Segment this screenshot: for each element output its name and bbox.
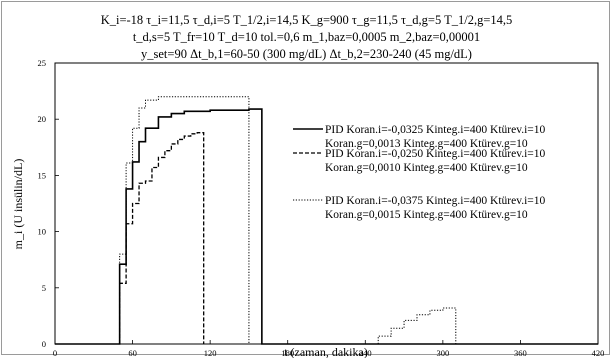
y-tick-label: 10 <box>38 227 47 237</box>
x-tick-label: 300 <box>436 348 449 358</box>
axis-ticks: 0 60 120 180 240 300 360 420 0 5 10 15 20 25 <box>38 58 605 358</box>
legend-label-2-line2: Koran.g=0,0010 Kinteg.g=400 Ktürev.g=10 <box>325 162 528 174</box>
y-tick-label: 20 <box>38 114 47 124</box>
y-tick-label: 0 <box>42 339 46 349</box>
legend-label-2: PID Koran.i=-0,0250 Kinteg.i=400 Ktürev.… <box>325 148 546 160</box>
legend-label-1: PID Koran.i=-0,0325 Kinteg.i=400 Ktürev.… <box>325 124 546 136</box>
x-tick-label: 60 <box>128 348 137 358</box>
legend-label-1-line2: Koran.g=0,0013 Kinteg.g=400 Ktürev.g=10 <box>325 138 528 150</box>
x-axis-label: t (zaman, dakika) <box>284 345 368 358</box>
series-line-2 <box>118 132 205 344</box>
x-tick-label: 180 <box>281 348 294 358</box>
legend-label-3-line2: Koran.g=0,0015 Kinteg.g=400 Ktürev.g=10 <box>325 209 528 221</box>
y-tick-label: 15 <box>38 170 47 180</box>
legend: PID Koran.i=-0,0325 Kinteg.i=400 Ktürev.… <box>293 124 546 221</box>
y-tick-label: 25 <box>38 58 47 68</box>
x-tick-label: 120 <box>204 348 217 358</box>
x-tick-label: 360 <box>514 348 527 358</box>
y-axis-label: m_i (U insülin/dL) <box>11 159 25 250</box>
series-group <box>55 96 598 345</box>
legend-label-3: PID Koran.i=-0,0375 Kinteg.i=400 Ktürev.… <box>325 195 546 207</box>
x-tick-label: 0 <box>53 348 57 358</box>
y-tick-label: 5 <box>42 283 46 293</box>
x-tick-label: 240 <box>359 348 372 358</box>
x-tick-label: 420 <box>592 348 605 358</box>
parameter-line-3: y_set=90 Δt_b,1=60-50 (300 mg/dL) Δt_b,2… <box>141 47 472 61</box>
parameter-line-2: t_d,s=5 T_fr=10 T_d=10 tol.=0,6 m_1,baz=… <box>132 30 481 44</box>
parameter-line-1: K_i=-18 τ_i=11,5 τ_d,i=5 T_1/2,i=14,5 K_… <box>100 13 513 27</box>
